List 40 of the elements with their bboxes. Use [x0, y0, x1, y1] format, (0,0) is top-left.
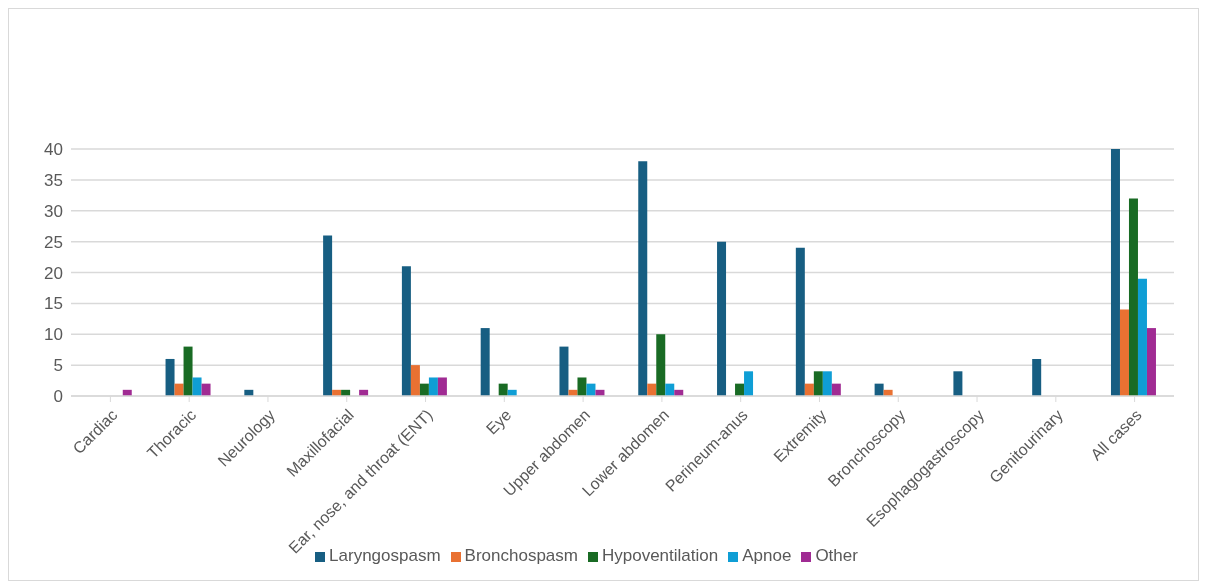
bar [401, 266, 411, 396]
bar [656, 334, 666, 396]
bar [192, 377, 202, 396]
x-tick-label: Eye [482, 406, 515, 438]
y-tick-label: 35 [44, 170, 63, 190]
bar [480, 328, 490, 396]
y-tick-label: 5 [53, 356, 63, 376]
bar [953, 371, 963, 396]
bar [577, 377, 587, 396]
y-tick-label: 15 [44, 294, 63, 314]
bar [813, 371, 823, 396]
bar [1119, 309, 1129, 396]
legend-label: Hypoventilation [601, 546, 719, 565]
bar [165, 358, 175, 396]
legend-label: Bronchospasm [464, 546, 578, 565]
legend-label: Other [815, 546, 858, 565]
bar [1137, 278, 1147, 396]
bar [1128, 198, 1138, 396]
bar [1110, 149, 1120, 396]
bar [795, 247, 805, 396]
bar [323, 235, 333, 396]
bar [638, 161, 648, 396]
bar [1032, 358, 1042, 396]
y-tick-label: 30 [44, 201, 63, 221]
legend-label: Laryngospasm [329, 546, 441, 565]
bar [744, 371, 754, 396]
bar [1146, 328, 1156, 396]
bar [437, 377, 447, 396]
bar [428, 377, 438, 396]
bar [183, 346, 193, 396]
bar [822, 371, 832, 396]
bar [410, 365, 420, 396]
y-tick-label: 10 [44, 325, 63, 345]
y-tick-label: 20 [44, 263, 63, 283]
y-tick-label: 0 [53, 387, 63, 407]
bar [559, 346, 569, 396]
y-tick-label: 25 [44, 232, 63, 252]
legend-label: Apnoe [742, 546, 792, 565]
y-tick-label: 40 [44, 140, 63, 160]
bar [717, 241, 727, 396]
